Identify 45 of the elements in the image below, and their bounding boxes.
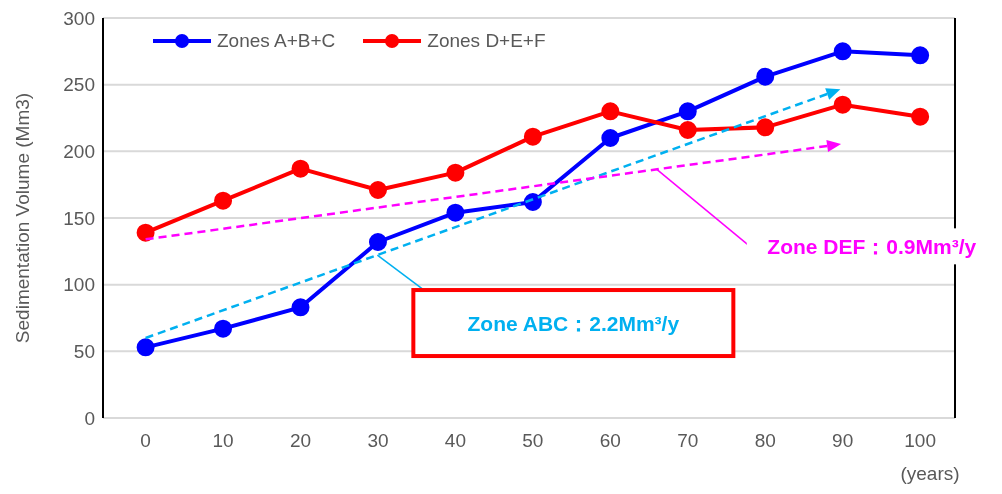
y-tick-label: 250 <box>63 74 95 96</box>
x-axis-title: (years) <box>900 463 960 484</box>
x-tick-label: 0 <box>140 430 151 452</box>
point <box>368 181 387 199</box>
y-tick-label: 200 <box>63 141 95 163</box>
y-tick-label: 150 <box>63 207 95 229</box>
point <box>911 46 930 65</box>
x-tick-label: 90 <box>832 430 854 452</box>
point <box>833 95 852 114</box>
x-tick-label: 80 <box>754 430 776 452</box>
legend-label: Zones D+E+F <box>427 30 546 52</box>
y-tick-label: 300 <box>63 7 95 29</box>
point <box>368 233 387 251</box>
x-tick-label: 70 <box>677 430 699 452</box>
point <box>446 203 465 222</box>
point <box>833 42 852 61</box>
y-tick-label: 0 <box>84 407 95 429</box>
y-tick-label: 50 <box>73 341 95 363</box>
x-tick-label: 100 <box>904 430 936 452</box>
point <box>756 118 775 137</box>
point <box>756 67 775 86</box>
point <box>291 159 310 178</box>
point <box>214 191 233 210</box>
y-tick-label: 100 <box>63 274 95 296</box>
legend-label: Zones A+B+C <box>217 30 336 52</box>
x-tick-label: 10 <box>212 430 234 452</box>
point <box>678 121 697 139</box>
point <box>136 223 155 242</box>
point <box>523 127 542 146</box>
point <box>601 102 620 121</box>
point <box>136 338 155 357</box>
x-tick-label: 20 <box>289 430 312 452</box>
y-axis-title: Sedimentation Volume (Mm3) <box>11 92 33 344</box>
point <box>446 163 465 182</box>
x-tick-label: 30 <box>367 430 389 452</box>
x-tick-label: 60 <box>599 430 621 452</box>
annotation: Zone ABC：2.2Mm³/y <box>467 312 680 336</box>
annotation: Zone DEF：0.9Mm³/y <box>767 235 977 259</box>
x-tick-label: 50 <box>522 430 544 452</box>
point <box>678 102 697 121</box>
point <box>291 298 310 317</box>
point <box>911 107 930 126</box>
point <box>601 129 620 147</box>
x-tick-label: 40 <box>444 430 466 452</box>
point <box>214 319 233 338</box>
